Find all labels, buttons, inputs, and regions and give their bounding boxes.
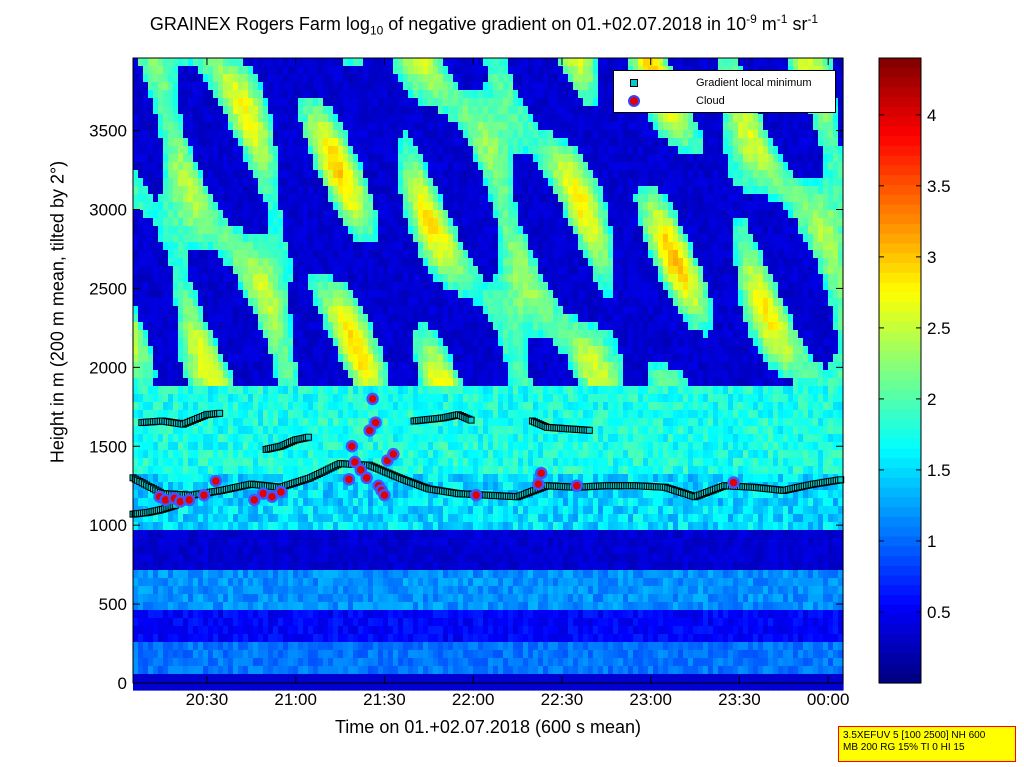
colorbar-tick-label: 1	[927, 532, 936, 551]
x-axis-label: Time on 01.+02.07.2018 (600 s mean)	[334, 717, 642, 737]
x-tick-label: 23:00	[629, 690, 672, 709]
cloud-point	[182, 493, 196, 507]
legend: Gradient local minimum Cloud	[613, 70, 836, 113]
info-line-2: MB 200 RG 15% TI 0 HI 15	[843, 742, 965, 753]
x-tick-label: 20:30	[186, 690, 229, 709]
colorbar-tick-label: 1.5	[927, 461, 951, 480]
cloud-point	[727, 476, 740, 489]
gradient-minimum-point	[304, 433, 312, 441]
x-tick-label: 00:00	[807, 690, 850, 709]
info-box: 3.5XEFUV 5 [100 2500] NH 600 MB 200 RG 1…	[838, 726, 1016, 762]
cloud-point	[197, 488, 211, 502]
y-tick-label: 1000	[89, 516, 127, 535]
legend-item-gradient-minimum: Gradient local minimum	[614, 74, 812, 92]
cloud-point	[348, 455, 362, 469]
cloud-point	[535, 466, 548, 480]
cloud-point	[354, 463, 368, 477]
cloud-markers	[153, 392, 740, 508]
y-tick-label: 500	[99, 595, 127, 614]
cloud-point	[345, 440, 359, 453]
x-tick-label: 22:00	[452, 690, 495, 709]
colorbar: 0.5 1 1.5 2 2.5 3 3.5 4	[878, 57, 951, 684]
colorbar-tick-label: 4	[927, 106, 936, 125]
colorbar-tick-label: 0.5	[927, 603, 951, 622]
y-tick-label: 3000	[89, 201, 127, 220]
colorbar-frame	[878, 57, 922, 684]
chart-title: GRAINEX Rogers Farm log10 of negative gr…	[149, 12, 819, 38]
y-tick-label: 1500	[89, 437, 127, 456]
x-tick-label: 21:30	[363, 690, 406, 709]
y-tick-label: 0	[118, 674, 127, 693]
heatmap-field	[133, 58, 844, 691]
cloud-point	[469, 488, 483, 502]
gradient-minimum-point	[837, 476, 845, 484]
cloud-point	[387, 447, 400, 461]
square-marker-icon	[614, 79, 654, 87]
cloud-point	[274, 485, 288, 499]
circle-marker-icon	[614, 95, 654, 107]
cloud-point	[248, 493, 261, 507]
cloud-point	[209, 474, 223, 488]
gradient-minimum-point	[216, 409, 224, 417]
cloud-point	[360, 471, 373, 485]
cloud-point	[366, 392, 379, 406]
y-tick-label: 2500	[89, 279, 127, 298]
colorbar-tick-label: 3	[927, 248, 936, 267]
colorbar-tick-label: 3.5	[927, 177, 951, 196]
y-tick-label: 2000	[89, 358, 127, 377]
cloud-point	[363, 424, 376, 437]
x-tick-label: 22:30	[541, 690, 584, 709]
gradient-minimum-point	[585, 426, 593, 434]
cloud-point	[369, 416, 382, 429]
y-axis-label: Height in m (200 m mean, tilted by 2°)	[47, 160, 68, 464]
plot-frame	[132, 57, 844, 684]
cloud-point	[342, 473, 356, 486]
colorbar-tick-label: 2.5	[927, 319, 951, 338]
info-line-1: 3.5XEFUV 5 [100 2500] NH 600	[843, 730, 986, 741]
gradient-minimum-point	[467, 416, 475, 424]
x-tick-label: 21:00	[274, 690, 317, 709]
cloud-point	[378, 488, 391, 502]
legend-item-cloud: Cloud	[614, 92, 725, 110]
colorbar-tick-label: 2	[927, 390, 936, 409]
cloud-point	[532, 477, 545, 491]
cloud-point	[570, 479, 583, 492]
y-tick-label: 3500	[89, 122, 127, 141]
x-tick-label: 23:30	[718, 690, 761, 709]
